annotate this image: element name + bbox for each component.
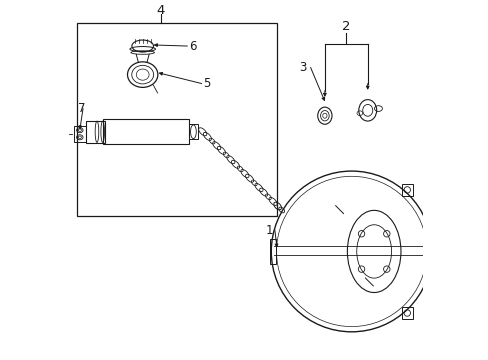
Text: 1: 1 [265, 224, 273, 237]
Text: 3: 3 [299, 61, 306, 74]
Bar [103, 119, 189, 144]
Bar [269, 239, 275, 264]
Bar [77, 23, 276, 216]
Bar [189, 124, 198, 139]
Text: 4: 4 [156, 4, 164, 17]
Text: 7: 7 [78, 102, 85, 115]
Bar [401, 184, 412, 195]
Text: 2: 2 [342, 20, 350, 33]
Bar [401, 307, 412, 319]
Text: 5: 5 [203, 77, 210, 90]
Text: 6: 6 [189, 40, 196, 53]
Bar [85, 121, 105, 143]
Bar [74, 126, 85, 142]
